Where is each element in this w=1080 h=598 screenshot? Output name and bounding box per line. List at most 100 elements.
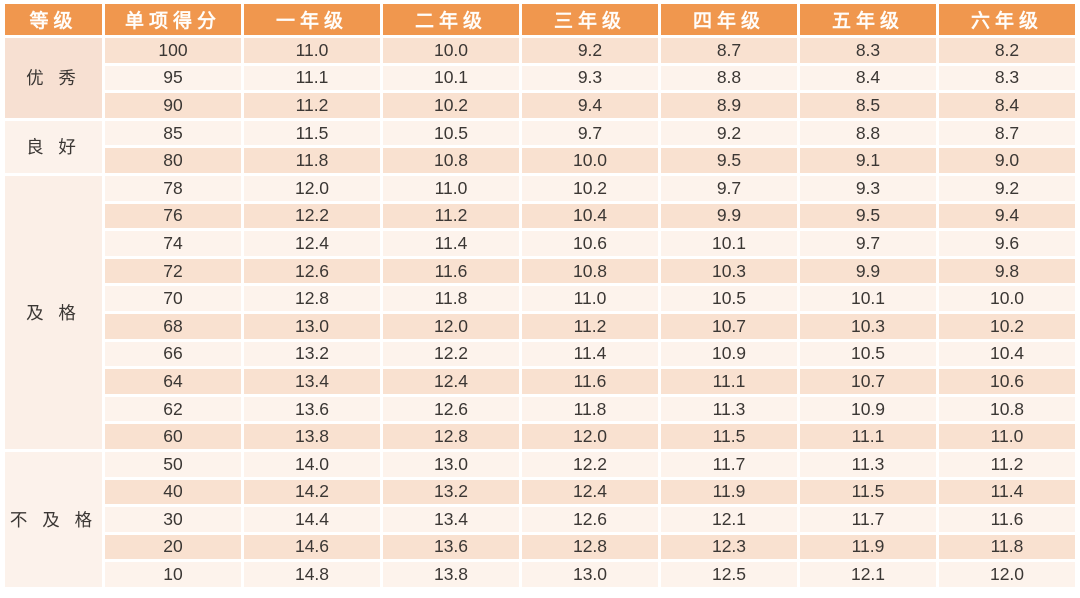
value-cell: 9.1 — [800, 148, 936, 173]
value-cell: 8.7 — [661, 38, 797, 63]
value-cell: 9.5 — [800, 203, 936, 229]
value-cell: 11.0 — [244, 38, 380, 63]
value-cell: 9.9 — [800, 258, 936, 284]
value-cell: 11.9 — [800, 534, 936, 560]
value-cell: 14.6 — [244, 534, 380, 560]
value-cell: 12.1 — [661, 507, 797, 532]
value-cell: 11.9 — [661, 479, 797, 505]
value-cell: 8.8 — [661, 65, 797, 91]
value-cell: 13.6 — [244, 396, 380, 422]
value-cell: 11.2 — [244, 93, 380, 118]
score-cell: 70 — [105, 286, 241, 311]
value-cell: 10.8 — [522, 258, 658, 284]
value-cell: 11.7 — [661, 451, 797, 477]
value-cell: 10.2 — [522, 175, 658, 201]
value-cell: 8.9 — [661, 93, 797, 118]
value-cell: 9.2 — [661, 120, 797, 146]
value-cell: 10.7 — [800, 369, 936, 394]
value-cell: 11.5 — [661, 424, 797, 449]
value-cell: 10.0 — [522, 148, 658, 173]
value-cell: 8.4 — [800, 65, 936, 91]
score-cell: 64 — [105, 369, 241, 394]
value-cell: 13.4 — [383, 507, 519, 532]
table-row: 64 13.4 12.4 11.6 11.1 10.7 10.6 — [5, 369, 1075, 394]
value-cell: 11.1 — [800, 424, 936, 449]
score-cell: 78 — [105, 175, 241, 201]
value-cell: 12.3 — [661, 534, 797, 560]
column-header-7: 六年级 — [939, 4, 1075, 35]
table-row: 80 11.8 10.8 10.0 9.5 9.1 9.0 — [5, 148, 1075, 173]
score-cell: 76 — [105, 203, 241, 229]
value-cell: 12.2 — [522, 451, 658, 477]
value-cell: 9.0 — [939, 148, 1075, 173]
value-cell: 9.4 — [939, 203, 1075, 229]
value-cell: 13.2 — [244, 341, 380, 367]
value-cell: 12.0 — [244, 175, 380, 201]
value-cell: 8.7 — [939, 120, 1075, 146]
value-cell: 11.1 — [244, 65, 380, 91]
value-cell: 10.7 — [661, 313, 797, 339]
value-cell: 11.1 — [661, 369, 797, 394]
value-cell: 10.3 — [661, 258, 797, 284]
value-cell: 11.3 — [800, 451, 936, 477]
value-cell: 13.2 — [383, 479, 519, 505]
value-cell: 11.4 — [383, 231, 519, 256]
value-cell: 13.0 — [522, 562, 658, 587]
grade-group-cell: 良 好 — [5, 120, 102, 173]
grade-group-cell: 及 格 — [5, 175, 102, 449]
value-cell: 12.0 — [522, 424, 658, 449]
value-cell: 10.6 — [522, 231, 658, 256]
value-cell: 10.4 — [522, 203, 658, 229]
value-cell: 9.4 — [522, 93, 658, 118]
value-cell: 9.9 — [661, 203, 797, 229]
value-cell: 11.2 — [522, 313, 658, 339]
value-cell: 9.3 — [800, 175, 936, 201]
value-cell: 8.3 — [800, 38, 936, 63]
value-cell: 11.6 — [522, 369, 658, 394]
column-header-3: 二年级 — [383, 4, 519, 35]
value-cell: 11.8 — [383, 286, 519, 311]
value-cell: 10.5 — [383, 120, 519, 146]
score-cell: 68 — [105, 313, 241, 339]
value-cell: 13.0 — [244, 313, 380, 339]
value-cell: 10.8 — [939, 396, 1075, 422]
value-cell: 12.1 — [800, 562, 936, 587]
value-cell: 9.7 — [661, 175, 797, 201]
value-cell: 12.2 — [383, 341, 519, 367]
score-cell: 60 — [105, 424, 241, 449]
value-cell: 12.4 — [522, 479, 658, 505]
score-cell: 90 — [105, 93, 241, 118]
value-cell: 12.2 — [244, 203, 380, 229]
value-cell: 9.2 — [939, 175, 1075, 201]
table-row: 及 格 78 12.0 11.0 10.2 9.7 9.3 9.2 — [5, 175, 1075, 449]
value-cell: 13.0 — [383, 451, 519, 477]
value-cell: 13.8 — [244, 424, 380, 449]
value-cell: 11.0 — [383, 175, 519, 201]
score-cell: 85 — [105, 120, 241, 146]
value-cell: 12.4 — [244, 231, 380, 256]
value-cell: 11.4 — [939, 479, 1075, 505]
column-header-4: 三年级 — [522, 4, 658, 35]
value-cell: 13.4 — [244, 369, 380, 394]
value-cell: 10.8 — [383, 148, 519, 173]
table-row: 76 12.2 11.2 10.4 9.9 9.5 9.4 — [5, 203, 1075, 229]
table-row: 20 14.6 13.6 12.8 12.3 11.9 11.8 — [5, 534, 1075, 560]
value-cell: 10.9 — [661, 341, 797, 367]
score-cell: 74 — [105, 231, 241, 256]
value-cell: 10.5 — [800, 341, 936, 367]
value-cell: 10.5 — [661, 286, 797, 311]
value-cell: 12.4 — [383, 369, 519, 394]
value-cell: 11.5 — [800, 479, 936, 505]
table-row: 74 12.4 11.4 10.6 10.1 9.7 9.6 — [5, 231, 1075, 256]
column-header-2: 一年级 — [244, 4, 380, 35]
header-row: 等级 单项得分 一年级 二年级 三年级 四年级 五年级 六年级 — [5, 4, 1075, 35]
value-cell: 10.4 — [939, 341, 1075, 367]
score-cell: 10 — [105, 562, 241, 587]
value-cell: 13.6 — [383, 534, 519, 560]
table-row: 良 好 85 11.5 10.5 9.7 9.2 8.8 8.7 — [5, 120, 1075, 173]
grade-group-cell: 优 秀 — [5, 38, 102, 118]
value-cell: 8.4 — [939, 93, 1075, 118]
value-cell: 10.1 — [800, 286, 936, 311]
value-cell: 9.7 — [522, 120, 658, 146]
